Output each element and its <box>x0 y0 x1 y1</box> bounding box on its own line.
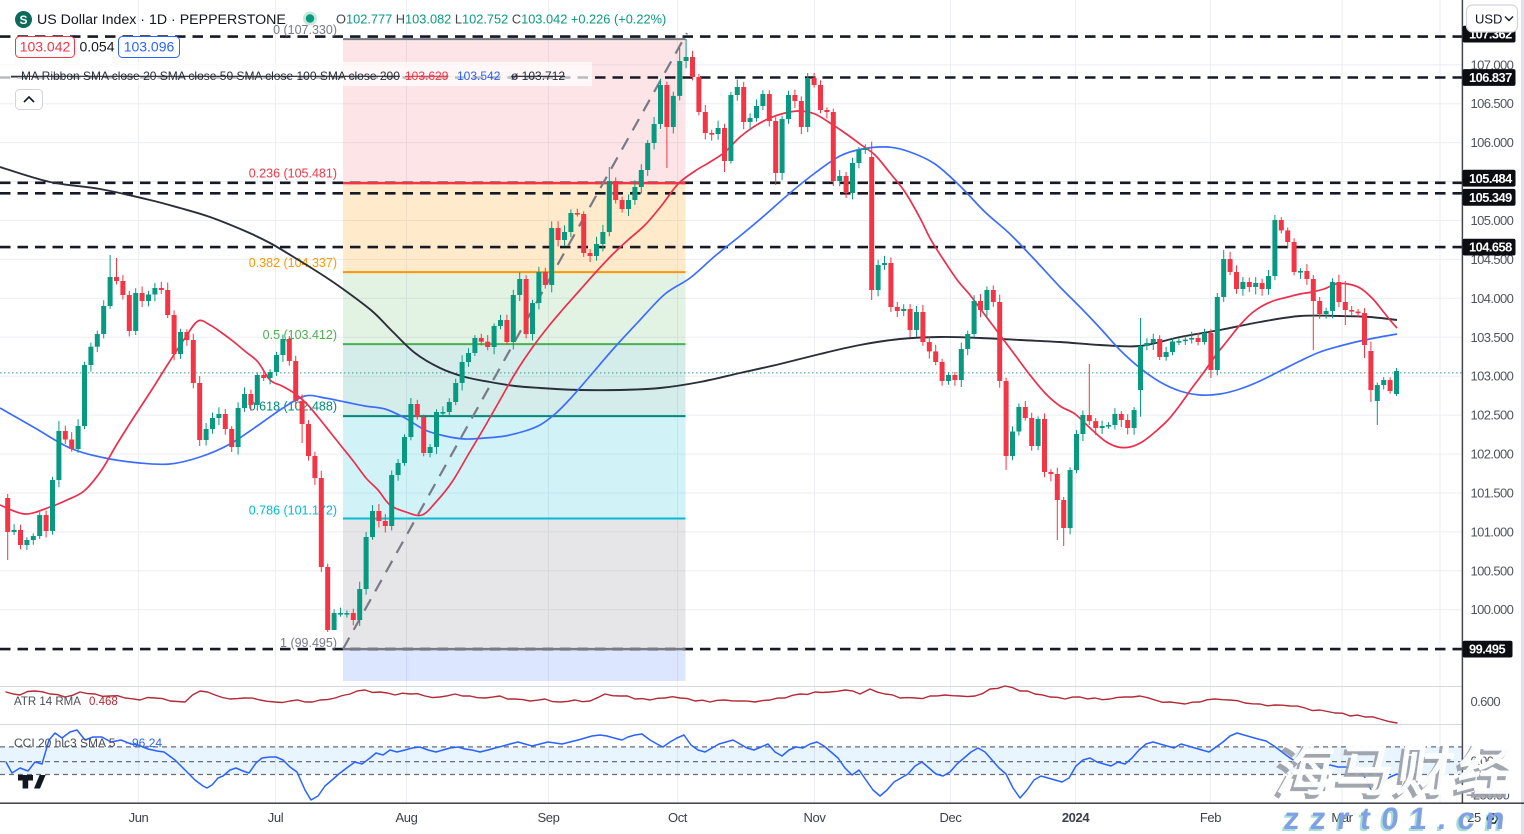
svg-text:102.500: 102.500 <box>1471 408 1514 423</box>
svg-text:USD: USD <box>1475 12 1502 27</box>
svg-text:S: S <box>19 13 27 27</box>
svg-text:105.000: 105.000 <box>1471 213 1514 228</box>
svg-text:105.349: 105.349 <box>1469 190 1512 205</box>
svg-text:O102.777 H103.082 L102.752 C10: O102.777 H103.082 L102.752 C103.042 +0.2… <box>336 12 666 27</box>
svg-text:0.236 (105.481): 0.236 (105.481) <box>249 167 337 181</box>
svg-text:0.00: 0.00 <box>1471 754 1494 769</box>
svg-text:104.000: 104.000 <box>1471 291 1514 306</box>
svg-text:0.618 (102.488): 0.618 (102.488) <box>249 400 337 414</box>
svg-text:−96.24: −96.24 <box>125 736 162 750</box>
svg-text:ATR 14 RMA: ATR 14 RMA <box>14 696 81 708</box>
svg-text:Dec: Dec <box>940 810 963 825</box>
svg-text:2024: 2024 <box>1062 810 1090 825</box>
svg-text:105.484: 105.484 <box>1469 171 1513 186</box>
svg-text:0.054: 0.054 <box>79 39 114 55</box>
svg-text:– MA Ribbon SMA close 20 SMA c: – MA Ribbon SMA close 20 SMA close 50 SM… <box>11 69 400 83</box>
svg-text:100.000: 100.000 <box>1471 602 1514 617</box>
svg-text:103.042: 103.042 <box>20 39 71 55</box>
svg-text:102.000: 102.000 <box>1471 447 1514 462</box>
svg-text:0.468: 0.468 <box>89 696 118 708</box>
svg-text:0.382 (104.337): 0.382 (104.337) <box>249 256 337 270</box>
svg-text:0 (107.330): 0 (107.330) <box>273 23 337 37</box>
svg-text:103.500: 103.500 <box>1471 330 1514 345</box>
svg-text:zzrt01.cn: zzrt01.cn <box>1282 801 1517 834</box>
svg-text:Nov: Nov <box>804 810 827 825</box>
svg-text:100.500: 100.500 <box>1471 563 1514 578</box>
svg-text:0.600: 0.600 <box>1471 694 1501 709</box>
svg-text:Jun: Jun <box>129 810 149 825</box>
svg-text:Aug: Aug <box>396 810 418 825</box>
svg-text:CCI 20 hlc3 SMA 5: CCI 20 hlc3 SMA 5 <box>14 736 116 750</box>
svg-text:海马财经: 海马财经 <box>1273 739 1522 802</box>
svg-text:Feb: Feb <box>1200 810 1221 825</box>
svg-text:99.495: 99.495 <box>1469 642 1506 657</box>
svg-text:106.837: 106.837 <box>1469 70 1512 85</box>
svg-text:106.500: 106.500 <box>1471 96 1514 111</box>
svg-text:US Dollar Index · 1D · PEPPERS: US Dollar Index · 1D · PEPPERSTONE <box>37 12 286 28</box>
svg-text:103.542: 103.542 <box>457 69 501 83</box>
svg-text:0.786 (101.172): 0.786 (101.172) <box>249 504 337 518</box>
svg-text:104.500: 104.500 <box>1471 252 1514 267</box>
svg-text:Sep: Sep <box>538 810 560 825</box>
svg-text:107.000: 107.000 <box>1471 57 1514 72</box>
svg-text:101.500: 101.500 <box>1471 486 1514 501</box>
svg-text:103.000: 103.000 <box>1471 369 1514 384</box>
svg-text:海马财经: 海马财经 <box>1270 743 1519 806</box>
svg-text:Jul: Jul <box>268 810 284 825</box>
svg-text:zzrt01.cn: zzrt01.cn <box>1280 803 1515 834</box>
svg-text:103.096: 103.096 <box>124 39 175 55</box>
svg-text:−250.00: −250.00 <box>1466 788 1510 803</box>
svg-text:106.000: 106.000 <box>1471 135 1514 150</box>
svg-text:0.5 (103.412): 0.5 (103.412) <box>263 328 337 342</box>
svg-text:Mar: Mar <box>1331 810 1353 825</box>
svg-text:101.000: 101.000 <box>1471 524 1514 539</box>
svg-text:1 (99.495): 1 (99.495) <box>280 636 337 650</box>
svg-text:25: 25 <box>1467 810 1481 825</box>
svg-text:103.629: 103.629 <box>405 69 449 83</box>
svg-text:Oct: Oct <box>668 810 688 825</box>
svg-text:ø 103.712: ø 103.712 <box>511 69 565 83</box>
svg-text:104.658: 104.658 <box>1469 240 1512 255</box>
